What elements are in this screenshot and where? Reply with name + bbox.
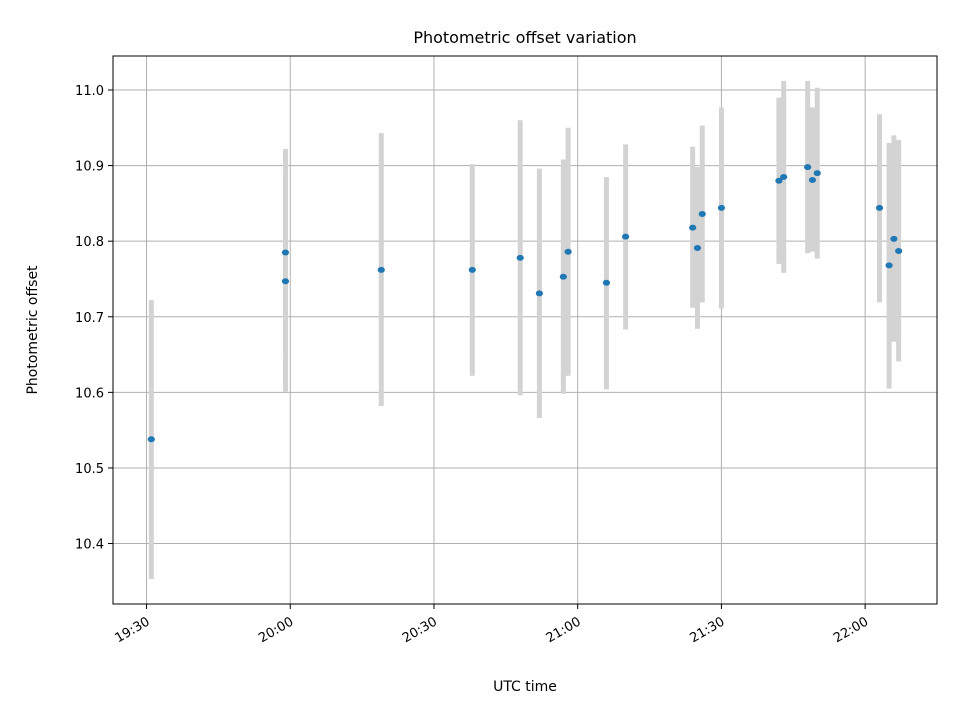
x-axis-label: UTC time <box>493 679 557 695</box>
data-point <box>468 266 476 273</box>
data-point <box>698 210 706 217</box>
data-point <box>602 279 611 286</box>
point-layer <box>147 164 903 443</box>
data-point <box>559 273 567 280</box>
data-point <box>516 254 524 261</box>
data-point <box>780 173 788 180</box>
data-point <box>377 266 385 273</box>
data-point <box>890 235 898 242</box>
y-tick-label: 10.9 <box>75 160 104 175</box>
y-tick-label: 10.5 <box>75 462 104 477</box>
data-point <box>875 204 884 211</box>
y-tick-label: 10.4 <box>75 538 104 553</box>
y-tick-label: 10.6 <box>75 386 104 401</box>
data-point <box>689 224 697 231</box>
data-point <box>622 233 630 240</box>
data-point <box>535 290 543 297</box>
y-tick-label: 11.0 <box>75 84 104 99</box>
plot-frame <box>112 55 938 605</box>
data-point <box>895 248 903 255</box>
grid-layer <box>113 56 937 604</box>
data-point <box>281 278 290 285</box>
data-point <box>813 170 821 177</box>
data-point <box>804 164 812 171</box>
data-point <box>808 176 817 183</box>
data-point <box>717 204 726 211</box>
data-point <box>564 248 572 255</box>
data-point <box>775 177 783 184</box>
data-point <box>693 244 702 251</box>
y-tick-label: 10.8 <box>75 235 104 250</box>
data-point <box>147 436 155 443</box>
y-axis-label: Photometric offset <box>25 265 41 395</box>
data-point <box>281 249 290 256</box>
chart-title: Photometric offset variation <box>413 28 636 47</box>
y-tick-label: 10.7 <box>75 311 104 326</box>
data-point <box>885 262 893 269</box>
